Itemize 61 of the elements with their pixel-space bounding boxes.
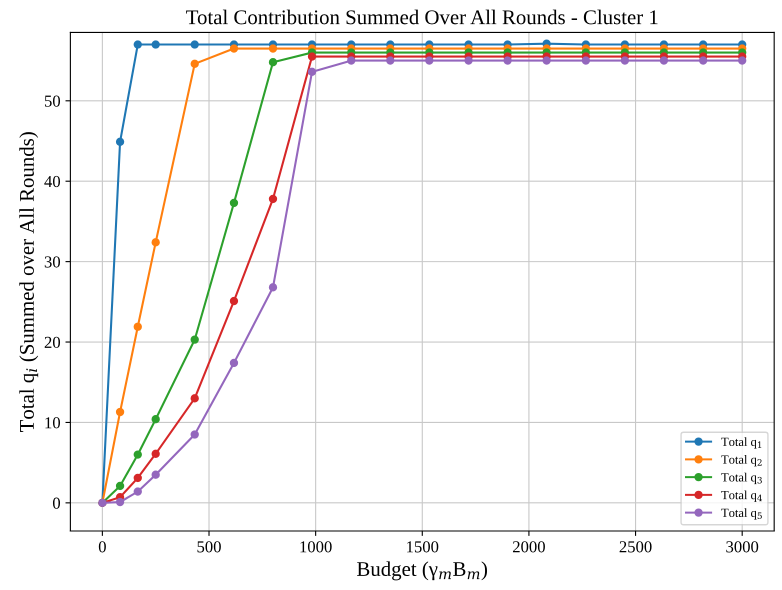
point: [190, 40, 199, 49]
x-tick-label: 1500: [407, 541, 438, 552]
point: [268, 283, 278, 292]
point: [190, 430, 199, 439]
point: [268, 44, 278, 53]
legend-label: Total q$_{2}$: [721, 455, 762, 466]
point: [230, 358, 238, 368]
point: [738, 56, 746, 65]
point: [698, 56, 708, 65]
point: [308, 68, 316, 76]
point: [134, 487, 142, 496]
point: [230, 44, 238, 53]
y-axis-title: Total q$_{i}$ (Summed over All Rounds): [19, 132, 38, 432]
point: [542, 56, 551, 65]
point: [620, 56, 630, 65]
legend-label: Total q$_{1}$: [721, 437, 762, 449]
point: [230, 198, 238, 208]
y-tick-label: 50: [44, 96, 60, 107]
point: [116, 138, 124, 146]
point: [582, 56, 590, 65]
x-tick-label: 2000: [512, 541, 545, 552]
legend-label: Total q$_{4}$: [721, 490, 762, 502]
point: [268, 58, 278, 66]
point: [134, 40, 142, 49]
x-tick-label: 500: [197, 541, 221, 552]
point: [386, 56, 394, 65]
point: [190, 335, 199, 344]
chart-title: Total Contribution Summed Over All Rounds - Cluster 1: [186, 10, 658, 24]
point: [116, 408, 124, 416]
point: [116, 498, 124, 506]
point: [190, 60, 199, 68]
point: [347, 56, 356, 65]
point: [116, 482, 124, 490]
point: [134, 322, 142, 331]
legend-label: Total q$_{5}$: [721, 508, 762, 520]
point: [134, 450, 142, 459]
x-tick-label: 3000: [726, 541, 758, 552]
y-tick-label: 10: [45, 417, 60, 428]
point: [152, 470, 160, 479]
legend-label: Total q$_{3}$: [721, 472, 762, 484]
point: [152, 40, 160, 49]
y-tick-label: 0: [52, 498, 60, 509]
x-tick-label: 2500: [620, 541, 652, 552]
point: [425, 56, 434, 65]
x-axis-title: Budget (γ$_{m}$B$_{m}$): [357, 561, 488, 580]
y-tick-label: 40: [44, 176, 60, 188]
point: [308, 52, 316, 61]
point: [190, 394, 199, 402]
point: [230, 296, 238, 306]
point: [464, 56, 473, 65]
point: [268, 194, 278, 204]
point: [660, 56, 668, 65]
point: [503, 56, 512, 65]
point: [152, 238, 160, 246]
point: [134, 474, 142, 482]
point: [152, 415, 160, 424]
y-tick-label: 20: [44, 336, 60, 348]
x-tick-label: 0: [98, 541, 106, 552]
x-tick-label: 1000: [300, 541, 332, 552]
point: [152, 450, 160, 458]
y-tick-label: 30: [44, 256, 60, 268]
